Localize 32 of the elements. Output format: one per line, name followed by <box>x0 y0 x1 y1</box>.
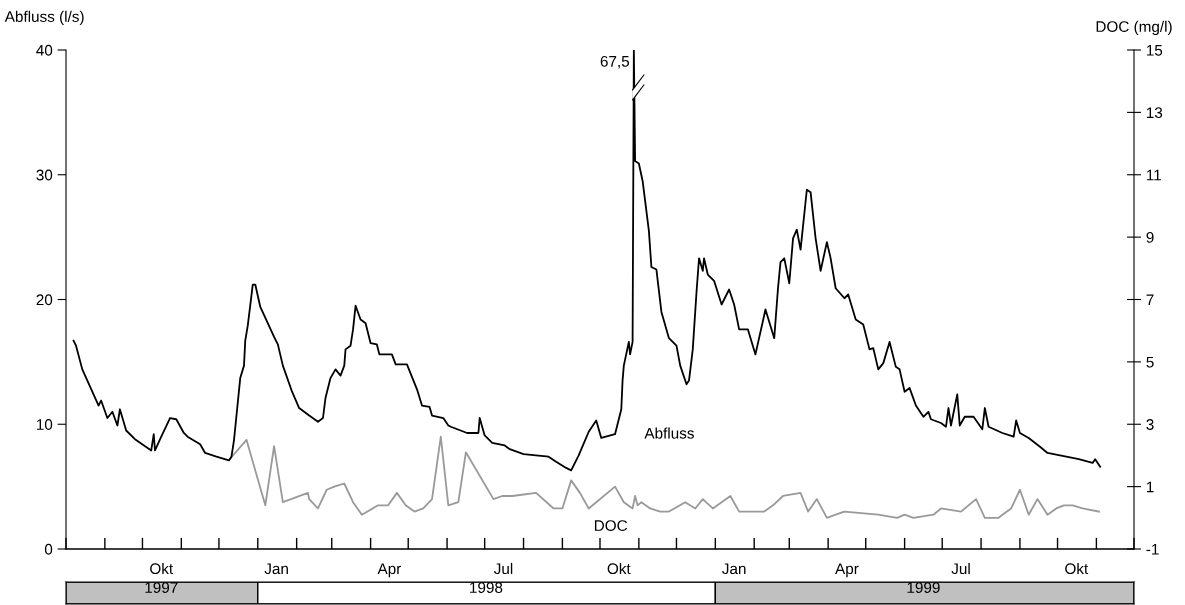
y2-tick-label: 13 <box>1146 107 1163 119</box>
x-tick-label: Apr <box>835 563 859 578</box>
x-tick-label: Okt <box>607 562 631 575</box>
y2-tick-label: 1 <box>1146 481 1154 493</box>
x-tick-label: Okt <box>150 562 174 575</box>
x-tick-label: Okt <box>1065 562 1089 575</box>
x-tick-label: Jan <box>264 563 288 575</box>
y2-tick-label: 7 <box>1146 294 1154 306</box>
x-tick-label: Jul <box>493 562 513 575</box>
y2-tick-label: -1 <box>1146 544 1159 555</box>
x2-tick-label: 1999 <box>907 582 940 593</box>
y2-tick-label: 15 <box>1146 45 1163 56</box>
x2-tick-label: 1997 <box>145 582 178 593</box>
y2-tick-label: 3 <box>1146 419 1154 430</box>
y-tick-label: 30 <box>36 169 53 181</box>
y-tick-label: 20 <box>36 294 53 306</box>
x-tick-label: Jul <box>951 562 970 575</box>
annotation: 67,5 <box>600 55 630 69</box>
y2-axis-title: DOC (mg/l) <box>1096 20 1172 36</box>
y-axis-title: Abfluss (l/s) <box>4 10 84 25</box>
y-tick-label: 0 <box>44 543 53 555</box>
x2-tick-label: 1998 <box>470 582 503 593</box>
y2-tick-label: 5 <box>1146 356 1154 368</box>
y-tick-label: 10 <box>36 419 53 430</box>
line-series <box>72 50 1102 472</box>
series-label: Abfluss <box>644 427 694 439</box>
x-tick-label: Apr <box>377 563 402 578</box>
x-tick-label: Jan <box>722 563 746 575</box>
y2-tick-label: 9 <box>1146 231 1154 243</box>
y2-tick-label: 11 <box>1146 169 1161 181</box>
y-tick-label: 40 <box>36 44 53 56</box>
series-label: DOC <box>594 520 628 532</box>
